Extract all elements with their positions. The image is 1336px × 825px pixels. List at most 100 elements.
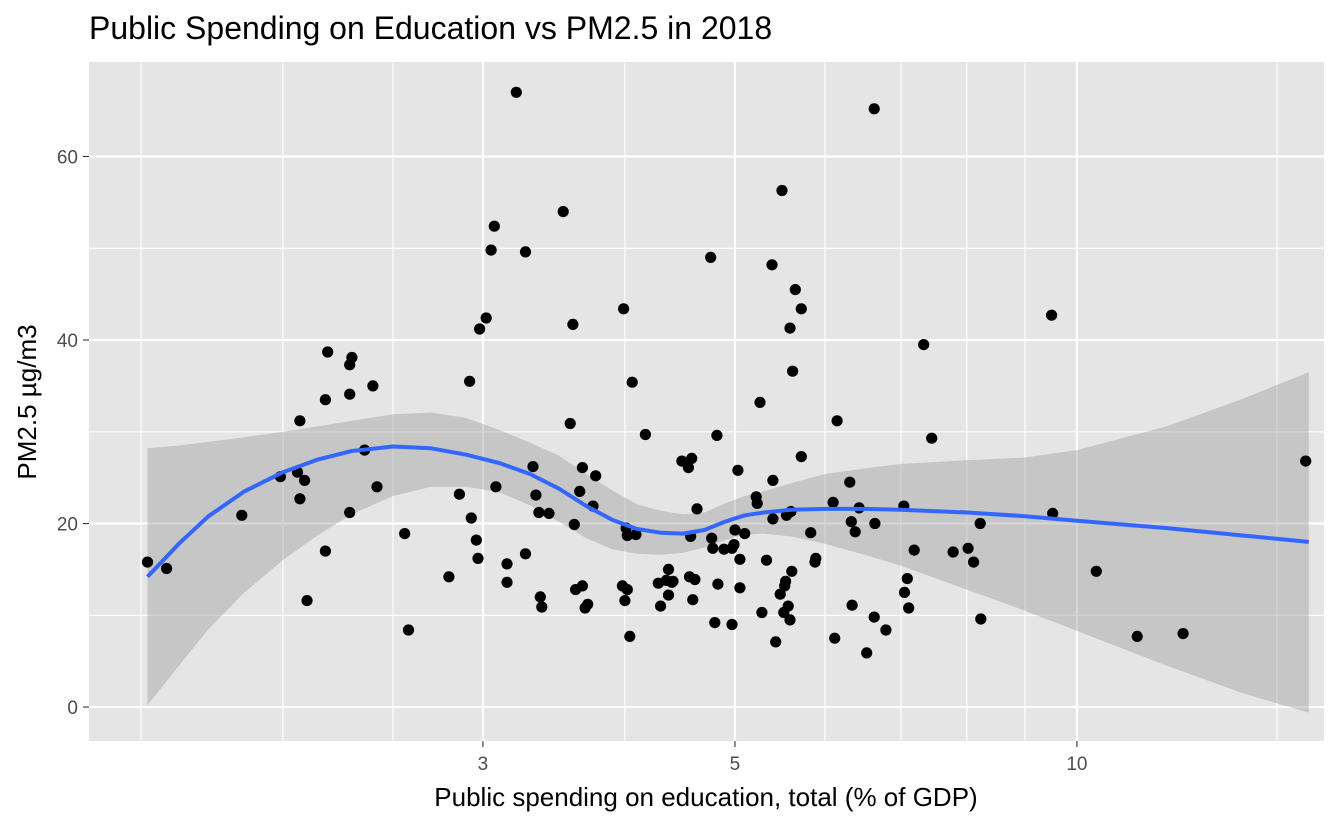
x-tick-label: 5 [730,754,741,775]
data-point [849,526,861,538]
data-point [760,554,773,566]
data-point [344,388,356,400]
data-point [519,246,532,258]
data-point [472,552,484,565]
data-point [734,582,746,594]
data-point [564,417,576,430]
data-point [470,534,482,546]
data-point [975,613,987,625]
major-gridlines [89,62,1324,741]
data-point [726,618,738,631]
data-point [805,527,817,539]
data-point [662,563,675,576]
data-point [530,489,542,501]
data-point [962,542,974,554]
data-point [831,415,843,427]
data-point [682,462,695,474]
data-point [557,206,569,218]
data-point [590,470,602,482]
data-point [1090,565,1102,577]
data-point [576,462,589,474]
data-point [619,595,631,607]
y-tick-label: 20 [57,515,78,536]
data-point [709,617,721,629]
data-point [294,415,306,427]
data-point [705,251,717,263]
data-point [795,303,807,315]
data-point [868,611,880,623]
y-tick-label: 0 [67,698,78,719]
data-point [301,595,313,607]
data-point [756,606,768,619]
data-point [734,553,746,565]
data-point [536,601,548,613]
data-point [691,503,703,515]
data-point [319,545,331,557]
data-point [344,506,356,519]
data-point [501,558,513,570]
data-point [869,517,881,530]
data-point [784,614,796,626]
data-point [626,376,638,388]
data-point [754,396,766,408]
data-point [655,600,667,612]
data-point [789,284,801,296]
data-point [829,632,841,644]
data-point [519,548,532,560]
data-point [707,542,719,554]
data-point [827,496,839,508]
data-point [346,351,358,364]
data-point [711,429,723,441]
x-axis: 3 5 10 [478,741,1088,775]
x-tick-label: 10 [1066,754,1087,775]
x-axis-title: Public spending on education, total (% o… [434,782,977,812]
data-point [639,428,652,441]
data-point [1131,630,1143,643]
data-point [501,576,513,588]
data-point [161,562,173,575]
data-point [576,580,589,592]
data-point [662,589,675,601]
data-point [908,544,920,556]
data-point [624,630,636,643]
data-point [712,578,724,590]
data-point [490,481,502,493]
data-point [898,586,911,599]
data-point [618,303,630,315]
plot-panel [89,62,1324,741]
data-point [485,244,497,256]
data-point [567,318,579,330]
data-point [474,323,486,335]
data-point [453,488,465,500]
minor-gridlines [89,62,1324,741]
data-point [774,588,786,600]
data-point [689,573,701,586]
data-point [299,474,311,486]
data-point [527,461,539,473]
data-point [568,518,580,531]
data-point [776,184,788,197]
data-point [621,529,633,542]
data-point [918,339,930,351]
data-point [322,346,334,358]
y-axis-title: PM2.5 µg/m3 [12,324,42,479]
data-point [780,575,792,587]
data-point [621,584,633,596]
data-point [728,539,740,551]
data-point [901,573,913,585]
data-point [367,380,379,392]
data-points [141,86,1312,659]
y-tick-label: 40 [57,331,78,352]
data-point [974,517,986,530]
data-point [630,528,642,541]
data-point [845,516,857,528]
data-point [766,259,778,271]
data-point [784,322,796,334]
data-point [443,571,455,583]
data-point [810,552,822,565]
data-point [770,636,782,648]
data-point [534,591,546,603]
data-point [533,506,545,519]
data-point [1046,309,1058,321]
